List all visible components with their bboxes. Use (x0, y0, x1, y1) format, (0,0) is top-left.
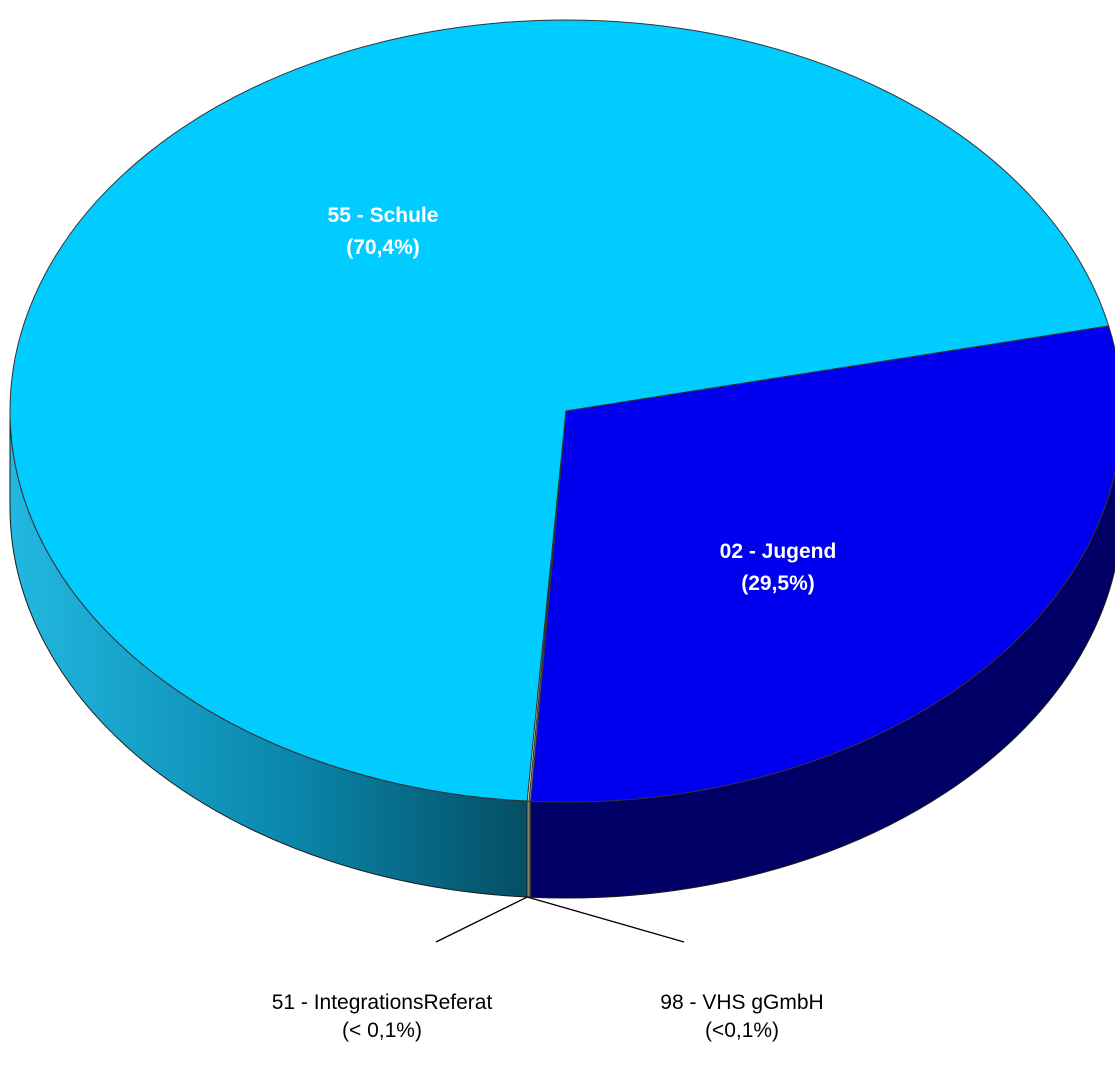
pie-slice-jugend (530, 325, 1115, 803)
pie-side-vhs (526, 800, 530, 898)
leader-line-vhs (527, 896, 685, 943)
external-label-vhs-name: 98 - VHS gGmbH (660, 991, 823, 1014)
pie-tops (9, 19, 1115, 803)
external-label-integrationsreferat-percent: (< 0,1%) (342, 1019, 422, 1042)
slice-label-schule-percent: (70,4%) (346, 236, 420, 259)
slice-label-jugend-name: 02 - Jugend (720, 540, 837, 563)
pie-slice-vhs (526, 410, 567, 802)
slice-label-jugend-percent: (29,5%) (741, 572, 815, 595)
pie-slice-schule (9, 19, 1110, 802)
leader-lines (435, 896, 685, 943)
external-label-integrationsreferat-name: 51 - IntegrationsReferat (272, 991, 493, 1014)
external-label-vhs-percent: (<0,1%) (705, 1019, 779, 1042)
leader-line-integrationsreferat (435, 896, 528, 943)
slice-label-schule-name: 55 - Schule (328, 204, 439, 227)
